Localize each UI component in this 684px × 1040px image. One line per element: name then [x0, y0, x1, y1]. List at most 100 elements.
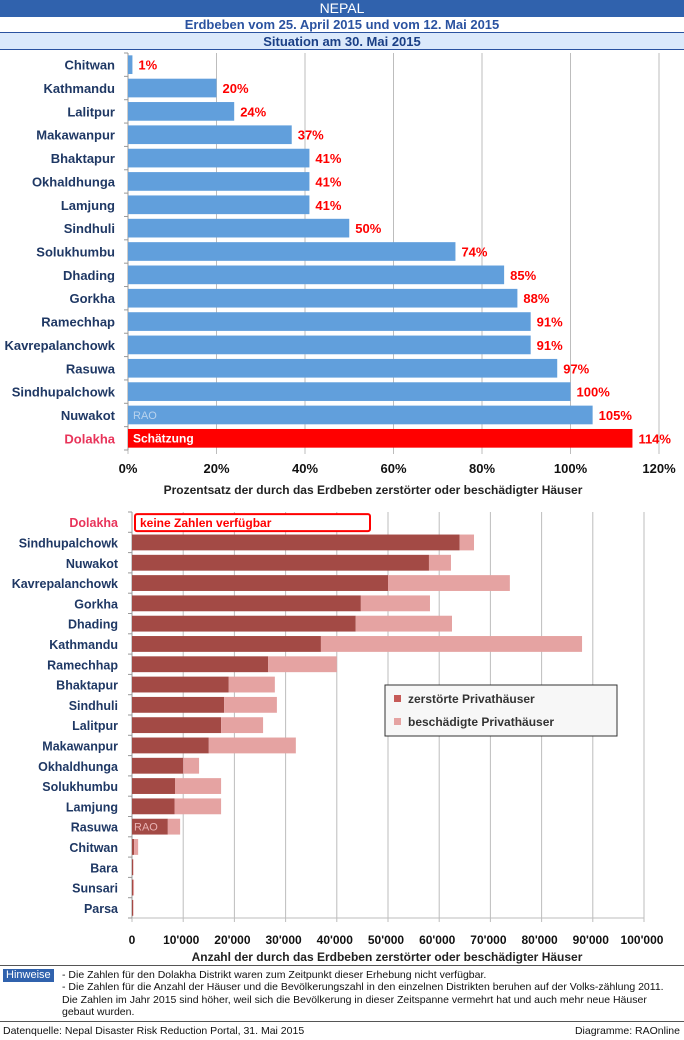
bar [128, 125, 292, 145]
category-label: Dhading [68, 618, 118, 632]
bar [128, 102, 235, 121]
x-tick-label: 40'000 [317, 933, 354, 947]
bar-destroyed [132, 575, 388, 591]
category-label: Makawanpur [42, 739, 118, 753]
value-label: 41% [315, 174, 341, 189]
bar-destroyed [132, 717, 222, 734]
percent-damaged-chart: RAO Schätzung Chitwan Kathmandu Lalitpur Mak… [4, 52, 676, 497]
bar-damaged [360, 595, 430, 612]
bar-annotation: RAO [134, 822, 158, 834]
note-item: - Die Zahlen für die Anzahl der Häuser u… [62, 981, 664, 1018]
category-label: Kavrepalanchowk [12, 577, 118, 591]
bar-destroyed [132, 839, 135, 855]
bar-damaged [320, 636, 583, 652]
bar [128, 405, 593, 425]
bar-damaged [224, 696, 277, 713]
divider [0, 965, 684, 966]
legend-swatch-destroyed [394, 695, 401, 702]
category-label: Ramechhap [47, 658, 118, 672]
bar-destroyed [132, 595, 361, 612]
category-label: Okhaldhunga [38, 760, 119, 774]
category-label: Bhaktapur [56, 679, 118, 693]
x-tick-label: 20'000 [214, 933, 251, 947]
category-label: Chitwan [64, 58, 115, 73]
legend: zerstörte Privathäuser beschädigte Priva… [384, 684, 618, 737]
bar [128, 195, 310, 215]
x-tick-label: 100'000 [621, 933, 664, 947]
bar-damaged [134, 839, 139, 855]
data-source: Datenquelle: Nepal Disaster Risk Reducti… [3, 1025, 305, 1037]
category-label: Lalitpur [72, 719, 118, 733]
bar-damaged [268, 656, 337, 673]
x-tick-label: 20% [203, 461, 229, 476]
category-label: Dolakha [64, 431, 115, 446]
legend-label-damaged: beschädigte Privathäuser [408, 715, 554, 729]
bar-destroyed [132, 859, 134, 876]
bar-destroyed [132, 696, 225, 713]
x-tick-label: 30'000 [265, 933, 302, 947]
category-label: Lamjung [66, 800, 118, 814]
bar-destroyed [132, 899, 133, 916]
x-tick-label: 80'000 [521, 933, 558, 947]
bar [128, 55, 133, 75]
x-tick-label: 70'000 [470, 933, 507, 947]
value-label: 97% [563, 361, 589, 376]
value-label: 85% [510, 268, 536, 283]
page-title: NEPAL [0, 0, 684, 17]
bar [128, 242, 456, 261]
situation-date: Situation am 30. Mai 2015 [0, 33, 684, 50]
category-label: Sunsari [72, 882, 118, 896]
category-label: Dhading [63, 268, 115, 283]
bar [128, 428, 633, 448]
value-label: 114% [638, 431, 671, 446]
legend-swatch-damaged [394, 718, 401, 725]
bar [128, 172, 310, 191]
bar [128, 148, 310, 168]
no-data-label: keine Zahlen verfügbar [140, 516, 272, 530]
legend-box [384, 684, 618, 737]
bar-damaged [459, 534, 475, 551]
footer: Datenquelle: Nepal Disaster Risk Reducti… [0, 1021, 684, 1037]
category-label: Sindhuli [69, 699, 118, 713]
bar-damaged [183, 757, 200, 774]
category-label: Bara [90, 861, 119, 875]
bar-destroyed [132, 818, 168, 835]
category-label: Makawanpur [36, 128, 115, 143]
category-label: Lalitpur [67, 104, 115, 119]
x-tick-label: 90'000 [573, 933, 610, 947]
bar-destroyed [132, 798, 175, 815]
bar-destroyed [132, 615, 356, 632]
x-tick-label: 0% [119, 461, 138, 476]
category-label: Dolakha [69, 516, 119, 530]
value-label: 20% [223, 81, 249, 96]
bar-damaged [133, 859, 134, 876]
bar-annotation: RAO [133, 410, 157, 422]
x-axis-title: Prozentsatz der durch das Erdbeben zerst… [164, 483, 583, 497]
bar-destroyed [132, 757, 184, 774]
value-label: 37% [298, 128, 324, 143]
no-data-box [134, 513, 371, 533]
bar-damaged [428, 554, 451, 571]
bar-damaged [133, 879, 135, 896]
value-label: 88% [523, 291, 549, 306]
value-label: 41% [315, 198, 341, 213]
value-label: 24% [240, 104, 266, 119]
category-label: Kathmandu [44, 81, 116, 96]
category-label: Solukhumbu [36, 245, 115, 260]
bar-destroyed [132, 737, 209, 754]
category-label: Sindhuli [64, 221, 115, 236]
value-label: 50% [355, 221, 381, 236]
category-label: Okhaldhunga [32, 174, 116, 189]
x-axis-title: Anzahl der durch das Erdbeben zerstörter… [192, 950, 583, 964]
bar-damaged [175, 778, 222, 794]
category-label: Sindhupalchowk [12, 385, 116, 400]
x-tick-label: 100% [554, 461, 588, 476]
bar [128, 265, 505, 285]
category-label: Kavrepalanchowk [4, 338, 115, 353]
legend-label-destroyed: zerstörte Privathäuser [408, 692, 535, 706]
category-label: Nuwakot [66, 557, 119, 571]
category-label: Nuwakot [61, 408, 116, 423]
x-tick-label: 120% [642, 461, 676, 476]
category-label: Gorkha [69, 291, 115, 306]
notes-badge: Hinweise [3, 969, 54, 982]
